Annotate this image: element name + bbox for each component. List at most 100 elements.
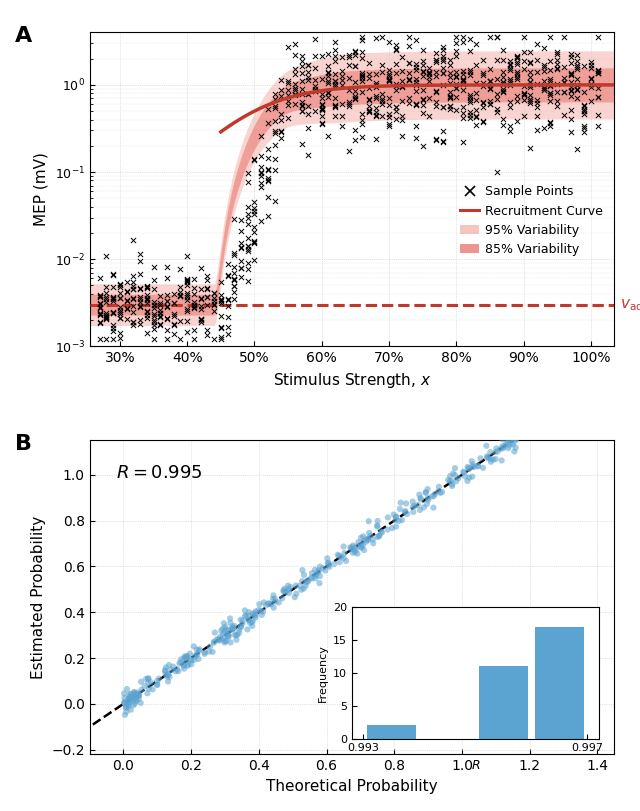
Point xyxy=(512,50,522,63)
Point xyxy=(402,508,412,521)
Point xyxy=(465,63,475,76)
Point xyxy=(535,422,545,435)
Point xyxy=(533,415,543,428)
Point xyxy=(209,635,219,648)
Point xyxy=(284,586,294,599)
Point xyxy=(302,574,312,587)
Point xyxy=(384,111,394,124)
Point xyxy=(108,321,118,334)
Point xyxy=(176,653,186,666)
Point xyxy=(566,67,576,80)
Point xyxy=(244,614,254,627)
Text: B: B xyxy=(15,434,32,454)
Point xyxy=(115,332,125,345)
Point xyxy=(344,58,354,71)
Point xyxy=(458,101,468,114)
Point xyxy=(485,75,495,88)
Point xyxy=(411,63,421,76)
Point xyxy=(525,97,536,110)
Point xyxy=(359,543,369,556)
Point xyxy=(451,81,461,94)
Point xyxy=(101,311,111,324)
Point xyxy=(518,109,529,122)
Point xyxy=(243,256,253,269)
Point xyxy=(227,623,237,636)
Point xyxy=(579,108,589,121)
Point xyxy=(141,281,152,294)
Point xyxy=(95,298,105,311)
Point xyxy=(135,282,145,295)
Point xyxy=(414,488,424,501)
Point xyxy=(417,65,428,78)
Point xyxy=(189,640,199,653)
Point xyxy=(424,62,435,75)
Point xyxy=(221,623,231,636)
Point xyxy=(337,69,347,82)
Point xyxy=(505,101,515,114)
Point xyxy=(505,96,515,109)
Point xyxy=(122,294,132,307)
Point xyxy=(499,83,509,96)
Point xyxy=(115,304,125,317)
Point xyxy=(108,318,118,331)
Point xyxy=(512,55,522,68)
Point xyxy=(559,31,569,44)
Point xyxy=(471,103,481,116)
Point xyxy=(182,250,192,263)
Point xyxy=(152,675,163,688)
Point xyxy=(209,286,219,299)
Point xyxy=(404,72,414,85)
Point xyxy=(492,103,502,116)
Point xyxy=(162,324,172,337)
Point xyxy=(330,49,340,62)
Point xyxy=(168,319,179,332)
Point xyxy=(269,88,280,101)
Point xyxy=(283,77,293,90)
Point xyxy=(351,540,362,553)
Point xyxy=(572,72,582,85)
Point xyxy=(120,708,130,721)
Point xyxy=(162,260,172,273)
Point xyxy=(384,75,394,88)
Point xyxy=(290,68,300,81)
Point xyxy=(323,60,333,73)
Point xyxy=(195,282,205,295)
Point xyxy=(148,296,159,309)
Point xyxy=(364,526,374,539)
Point xyxy=(448,467,458,480)
Point xyxy=(428,501,438,514)
Point xyxy=(148,307,159,320)
Point xyxy=(572,54,582,67)
Point xyxy=(246,616,257,629)
Point xyxy=(420,487,431,500)
Point xyxy=(525,141,536,154)
Point xyxy=(296,60,307,73)
Point xyxy=(510,434,520,447)
Point xyxy=(210,626,220,639)
Point xyxy=(243,217,253,230)
Point xyxy=(202,298,212,311)
Point xyxy=(527,419,538,432)
Point xyxy=(371,79,381,92)
Point xyxy=(505,58,515,71)
Point xyxy=(518,54,529,67)
Point xyxy=(384,73,394,86)
Point xyxy=(438,100,448,113)
Point xyxy=(593,120,603,133)
Point xyxy=(411,72,421,85)
Point xyxy=(471,77,481,90)
Point xyxy=(284,582,294,595)
Point xyxy=(451,70,461,83)
Point xyxy=(263,597,273,610)
Point xyxy=(351,543,361,556)
Point xyxy=(195,314,205,327)
Point xyxy=(371,32,381,45)
Point xyxy=(192,648,202,661)
Point xyxy=(317,109,327,122)
Point xyxy=(128,292,138,305)
Point xyxy=(579,86,589,99)
Point xyxy=(525,94,536,107)
Point xyxy=(566,51,576,64)
Point xyxy=(108,333,118,345)
Point xyxy=(525,56,536,69)
